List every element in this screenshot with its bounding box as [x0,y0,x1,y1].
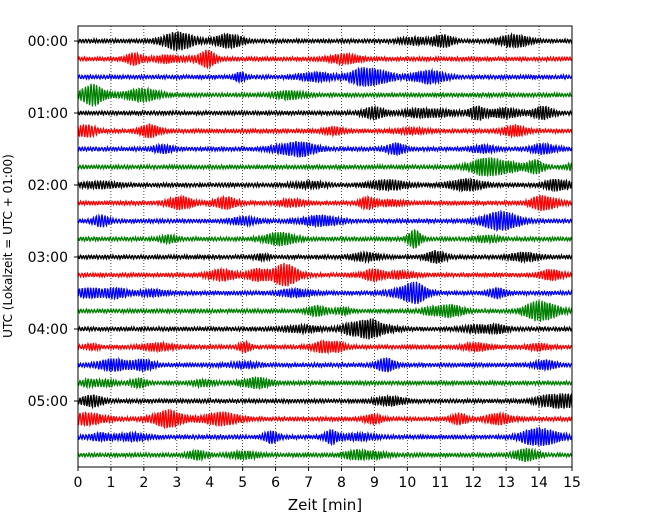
trace-0415 [77,339,573,355]
plot-background [78,26,572,467]
y-axis-ticks: 00:00 01:00 02:00 03:00 04:00 05:00 [28,34,78,410]
trace-0130 [77,140,573,158]
x-tick-label: 13 [497,475,515,491]
x-tick-label: 10 [398,475,416,491]
trace-0500 [77,392,573,410]
y-tick-label: 00:00 [28,34,68,50]
trace-0345 [77,300,573,322]
trace-0545 [77,447,573,463]
trace-0230 [77,209,573,233]
y-tick-label: 03:00 [28,250,68,266]
trace-0200 [77,177,573,193]
x-tick-label: 6 [271,475,280,491]
x-tick-label: 0 [74,475,83,491]
y-axis-label: UTC (Lokalzeit = UTC + 01:00) [1,154,15,338]
trace-0245 [77,228,573,249]
trace-0100 [77,104,573,122]
seismic-traces [77,31,573,463]
x-axis-ticks: 0 1 2 3 4 5 6 7 8 9 10 11 12 13 14 15 [74,467,581,491]
trace-0115 [77,123,573,139]
x-tick-label: 5 [238,475,247,491]
x-tick-label: 11 [431,475,449,491]
trace-0315 [77,262,573,287]
trace-0445 [77,375,573,390]
y-tick-label: 02:00 [28,178,68,194]
x-tick-label: 7 [304,475,313,491]
x-tick-label: 12 [464,475,482,491]
x-tick-label: 1 [106,475,115,491]
trace-0330 [77,281,573,305]
y-tick-label: 04:00 [28,322,68,338]
y-tick-label: 05:00 [28,394,68,410]
y-tick-label: 01:00 [28,106,68,122]
x-tick-label: 2 [139,475,148,491]
trace-0430 [77,356,573,374]
x-tick-label: 14 [530,475,548,491]
trace-0400 [77,318,573,340]
x-tick-label: 9 [370,475,379,491]
trace-0515 [77,408,573,430]
trace-0215 [77,194,573,212]
x-tick-label: 3 [172,475,181,491]
trace-0030 [77,66,573,88]
trace-0145 [77,157,573,177]
trace-0045 [77,83,573,108]
trace-0015 [77,49,573,70]
x-tick-label: 15 [563,475,581,491]
trace-0000 [77,31,573,53]
trace-0300 [77,249,573,265]
x-tick-label: 4 [205,475,214,491]
x-axis-label: Zeit [min] [288,496,362,514]
x-tick-label: 8 [337,475,346,491]
trace-0530 [77,425,573,447]
plot-frame [77,25,573,468]
